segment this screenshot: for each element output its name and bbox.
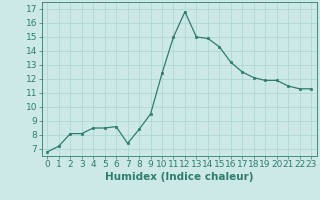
X-axis label: Humidex (Indice chaleur): Humidex (Indice chaleur) <box>105 172 253 182</box>
